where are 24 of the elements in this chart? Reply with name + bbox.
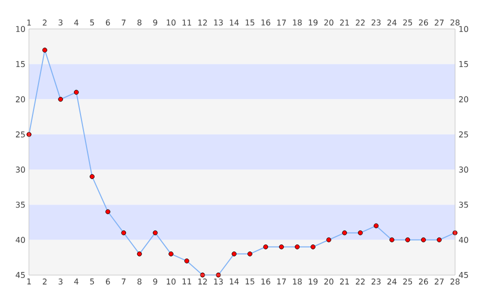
point — [405, 237, 410, 242]
point — [326, 237, 332, 242]
point — [358, 230, 363, 236]
point — [247, 251, 252, 256]
point — [121, 230, 126, 236]
point — [374, 223, 379, 228]
point — [105, 209, 110, 214]
point — [279, 244, 284, 250]
point — [232, 251, 237, 256]
point — [74, 90, 79, 95]
point — [342, 230, 347, 236]
point — [168, 251, 174, 256]
point — [58, 96, 63, 102]
point — [42, 48, 48, 53]
point — [137, 251, 142, 256]
point — [294, 244, 300, 250]
point — [310, 244, 316, 250]
point — [436, 237, 442, 242]
point — [389, 237, 394, 242]
point — [152, 230, 158, 236]
point — [263, 244, 268, 250]
point — [90, 174, 95, 180]
point — [184, 258, 190, 264]
point — [421, 237, 426, 242]
